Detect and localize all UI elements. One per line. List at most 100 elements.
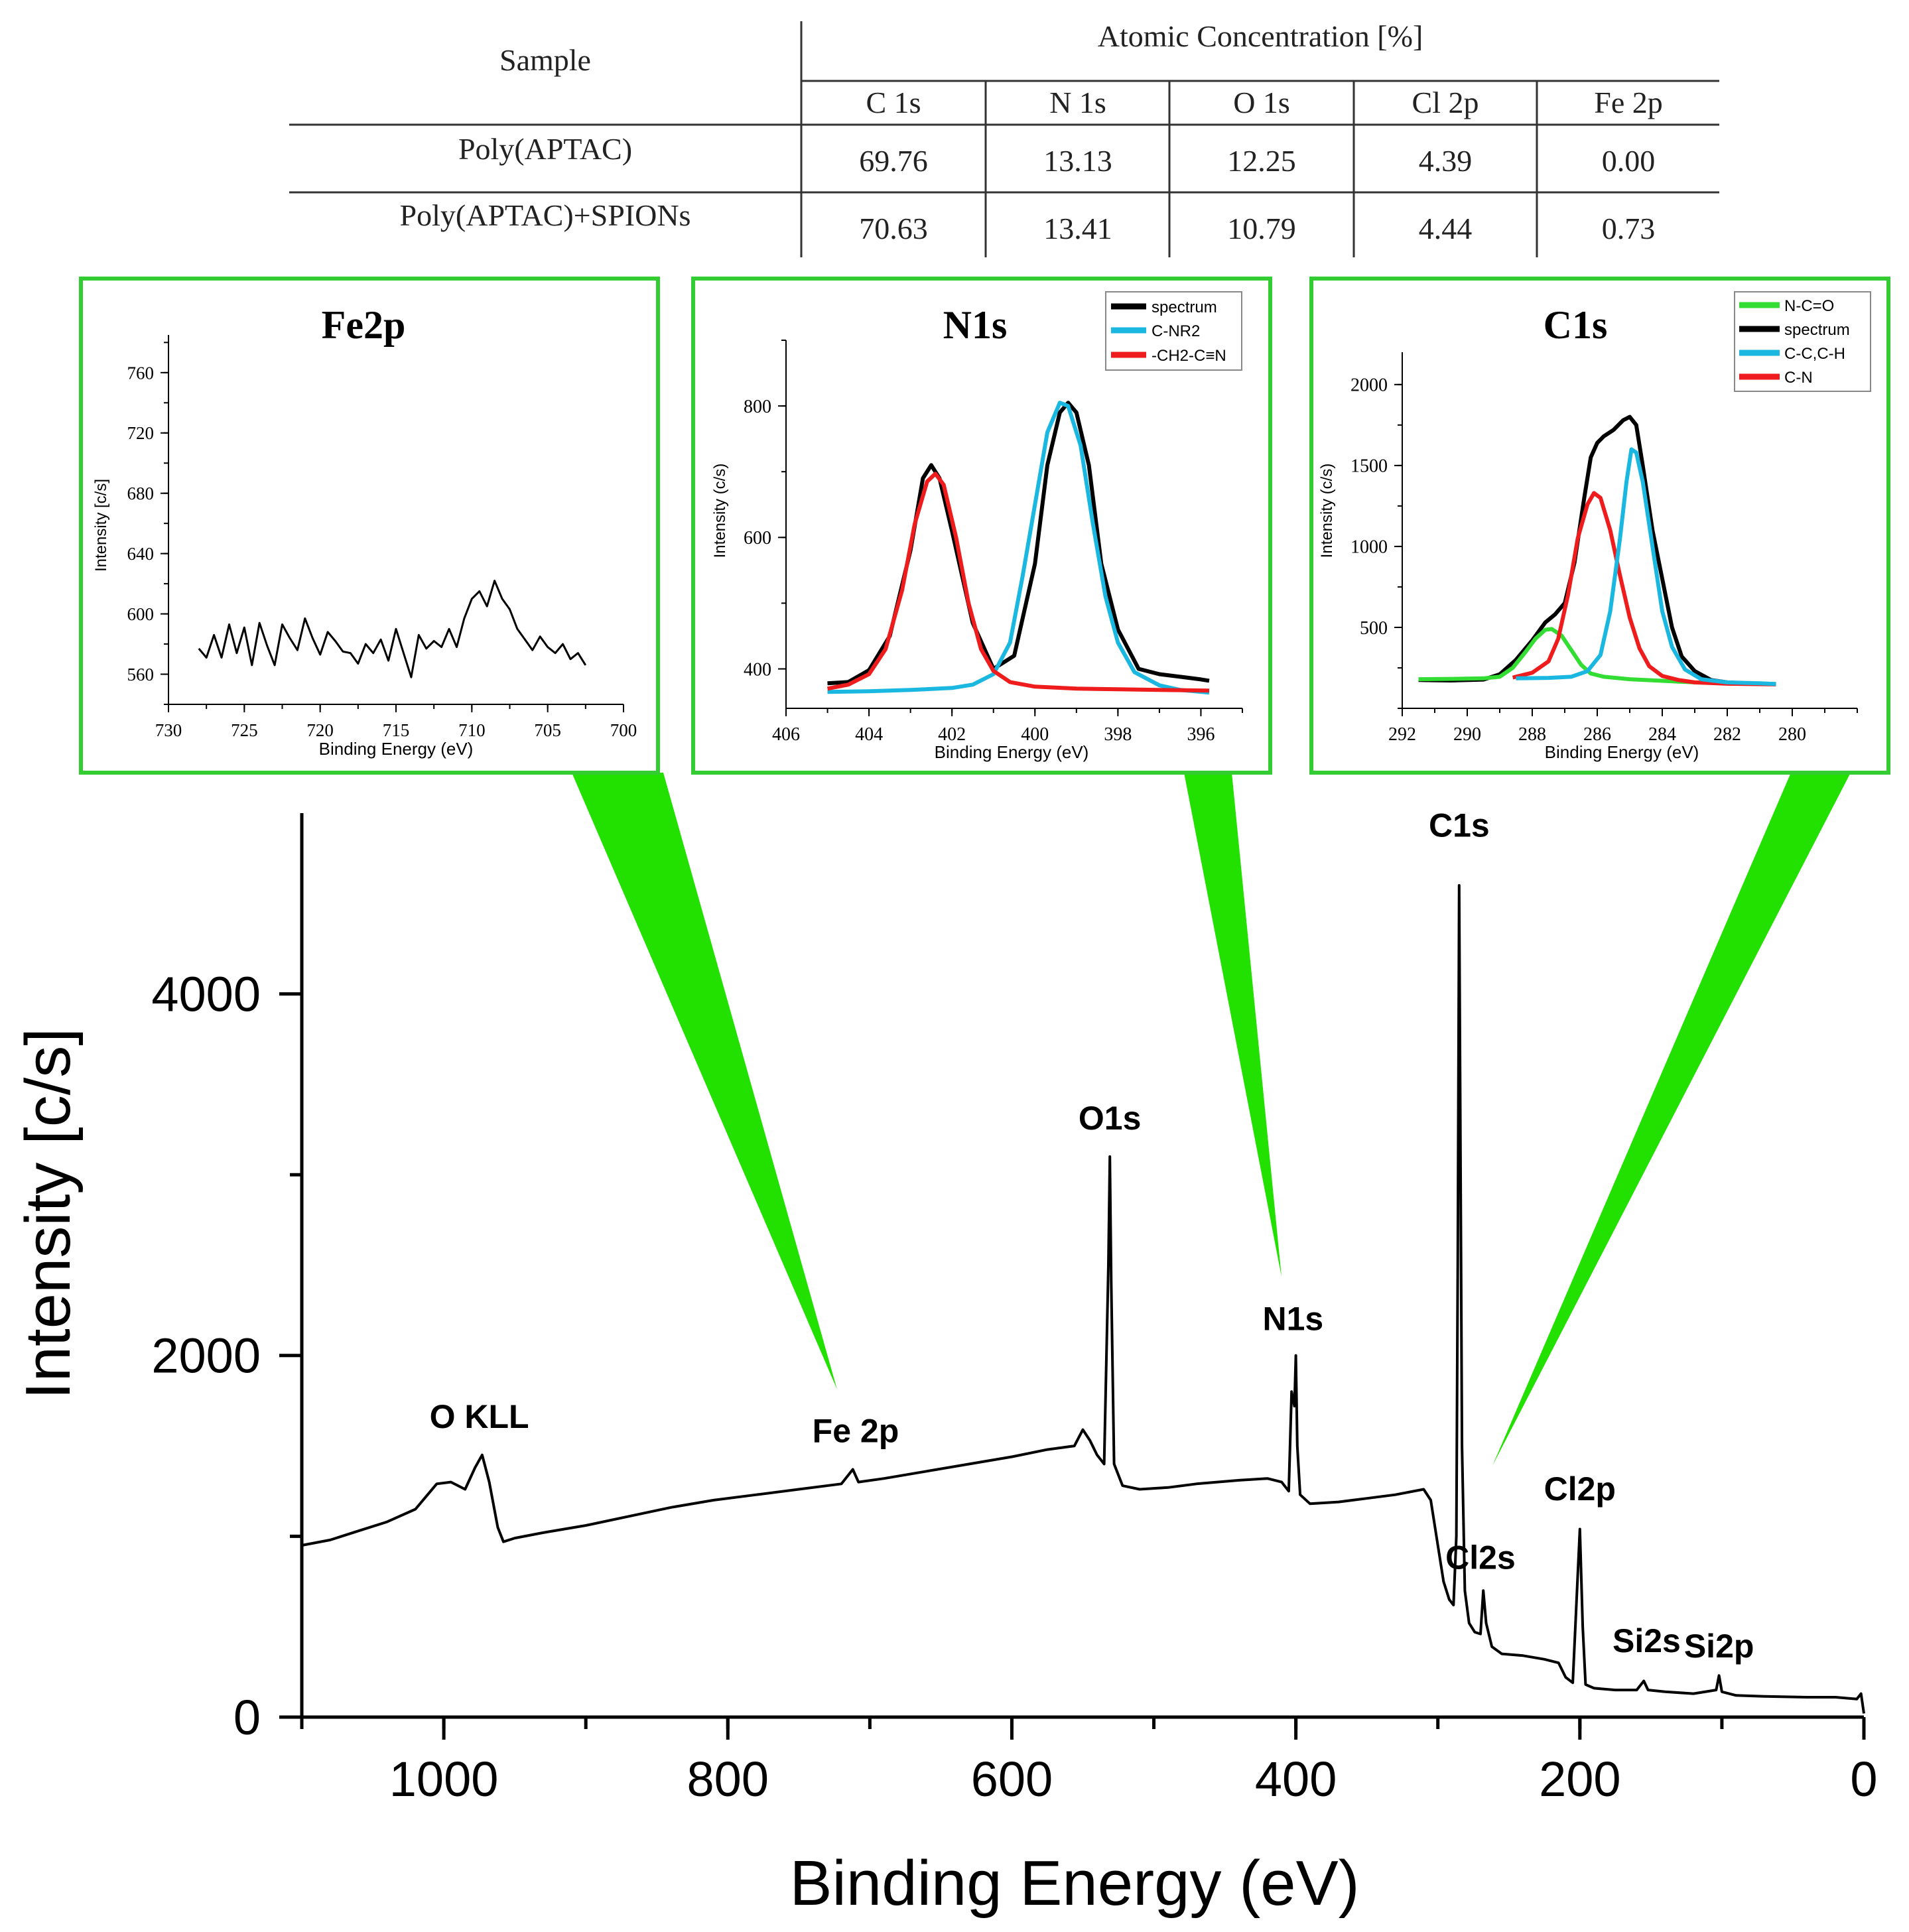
x-tick-label: 400 bbox=[1021, 724, 1049, 745]
axes: 730 725 720 715 710 705 700 560 600 640 680 720 760 bbox=[127, 335, 637, 740]
peak-annotation: Si2s bbox=[1613, 1622, 1681, 1659]
table-cell: 13.41 bbox=[1043, 212, 1112, 245]
peak-annotation: Si2p bbox=[1684, 1628, 1754, 1665]
legend: N-C=O spectrum C-C,C-H C-N bbox=[1734, 291, 1871, 392]
peak-annotation: O KLL bbox=[430, 1398, 529, 1435]
y-tick-label: 600 bbox=[127, 604, 155, 624]
table-row-sample: Poly(APTAC)+SPIONs bbox=[400, 198, 691, 232]
y-tick-label: 560 bbox=[127, 665, 155, 684]
series-layer bbox=[826, 401, 1210, 695]
series-layer bbox=[198, 580, 587, 678]
atomic-concentration-table: Sample Atomic Concentration [%] C 1s N 1… bbox=[289, 19, 1719, 257]
x-tick-label: 710 bbox=[458, 720, 486, 740]
chart-c1s: C1s Intensity (c/s) Binding Energy (eV) … bbox=[1318, 291, 1871, 762]
table-cell: 13.13 bbox=[1043, 144, 1112, 178]
table-column-header: N 1s bbox=[1049, 86, 1106, 119]
x-tick-label: 280 bbox=[1778, 724, 1806, 745]
y-tick-label: 2000 bbox=[1350, 375, 1388, 396]
x-axis-label: Binding Energy (eV) bbox=[789, 1848, 1359, 1919]
series-spectrum bbox=[301, 884, 1865, 1714]
x-tick-label: 288 bbox=[1518, 724, 1546, 745]
series-spectrum bbox=[198, 580, 587, 678]
peak-annotation: Cl2p bbox=[1544, 1470, 1616, 1508]
legend-label: -CH2-C≡N bbox=[1152, 347, 1226, 365]
table-cell: 0.73 bbox=[1602, 212, 1656, 245]
x-axis-label: Binding Energy (eV) bbox=[1545, 742, 1699, 762]
chart-fe2p: Fe2p Intensity [c/s] Binding Energy (eV)… bbox=[92, 303, 637, 759]
legend: spectrum C-NR2 -CH2-C≡N bbox=[1105, 291, 1242, 371]
y-tick-label: 800 bbox=[744, 397, 771, 417]
x-tick-label: 700 bbox=[610, 720, 637, 740]
series-ch2-c-n bbox=[826, 472, 1210, 693]
x-tick-label: 200 bbox=[1539, 1752, 1620, 1807]
x-tick-label: 404 bbox=[855, 724, 883, 745]
callouts bbox=[572, 773, 1851, 1466]
x-tick-label: 290 bbox=[1453, 724, 1481, 745]
table-row-sample: Poly(APTAC) bbox=[458, 132, 632, 166]
y-tick-label: 680 bbox=[127, 483, 155, 503]
table-cell: 12.25 bbox=[1227, 144, 1296, 178]
x-tick-label: 725 bbox=[231, 720, 258, 740]
legend-label: C-NR2 bbox=[1152, 322, 1200, 340]
table-cell: 69.76 bbox=[859, 144, 928, 178]
table-column-header: C 1s bbox=[866, 86, 921, 119]
chart-n1s: N1s Intensity (c/s) Binding Energy (eV) … bbox=[711, 291, 1243, 762]
table-column-header: Fe 2p bbox=[1594, 86, 1663, 119]
peak-annotation: C1s bbox=[1429, 806, 1490, 844]
legend-label: N-C=O bbox=[1784, 297, 1834, 315]
x-tick-label: 1000 bbox=[389, 1752, 499, 1807]
y-tick-label: 2000 bbox=[151, 1328, 261, 1384]
y-tick-label: 640 bbox=[127, 544, 155, 564]
table-column-header: O 1s bbox=[1233, 86, 1290, 119]
chart-title: Fe2p bbox=[322, 303, 406, 347]
x-tick-label: 705 bbox=[534, 720, 561, 740]
annotations: O KLL Fe 2p O1s N1s C1s Cl2p Cl2s Si2s Si2p bbox=[430, 806, 1754, 1665]
series-c-n bbox=[1512, 491, 1776, 686]
inset-frame-fe2p bbox=[79, 277, 660, 775]
legend-label: C-N bbox=[1784, 369, 1813, 387]
axes: 292 290 288 286 284 282 280 500 1000 1500 2000 bbox=[1350, 352, 1858, 745]
x-tick-label: 396 bbox=[1187, 724, 1215, 745]
callout-n1s bbox=[1184, 773, 1282, 1277]
x-tick-label: 730 bbox=[155, 720, 182, 740]
table-sample-header: Sample bbox=[499, 43, 591, 77]
x-axis-label: Binding Energy (eV) bbox=[319, 739, 474, 759]
y-tick-label: 400 bbox=[744, 659, 771, 680]
series-spectrum bbox=[1418, 415, 1776, 686]
callout-fe2p bbox=[572, 773, 837, 1389]
y-tick-label: 1000 bbox=[1350, 537, 1388, 558]
x-tick-label: 715 bbox=[383, 720, 410, 740]
chart-title: N1s bbox=[943, 303, 1008, 347]
table-cell: 0.00 bbox=[1602, 144, 1656, 178]
legend-label: spectrum bbox=[1784, 321, 1850, 339]
table-cell: 70.63 bbox=[859, 212, 928, 245]
y-tick-label: 760 bbox=[127, 363, 155, 383]
table-column-header: Cl 2p bbox=[1412, 86, 1479, 119]
y-tick-label: 720 bbox=[127, 423, 155, 443]
y-axis-label: Intensity (c/s) bbox=[711, 464, 729, 558]
table-cell: 4.44 bbox=[1419, 212, 1473, 245]
callout-c1s bbox=[1492, 773, 1851, 1466]
x-tick-label: 400 bbox=[1255, 1752, 1337, 1807]
table-cell: 10.79 bbox=[1227, 212, 1296, 245]
chart-title: C1s bbox=[1544, 303, 1608, 347]
y-axis-label: Intensity [c/s] bbox=[13, 1028, 84, 1399]
y-axis-label: Intensity [c/s] bbox=[92, 479, 110, 572]
x-tick-label: 0 bbox=[1850, 1752, 1877, 1807]
legend-label: spectrum bbox=[1152, 298, 1217, 316]
table-cell: 4.39 bbox=[1419, 144, 1473, 178]
x-tick-label: 398 bbox=[1104, 724, 1132, 745]
x-tick-label: 800 bbox=[687, 1752, 769, 1807]
x-tick-label: 406 bbox=[772, 724, 800, 745]
x-tick-label: 720 bbox=[306, 720, 334, 740]
axes: 406 404 402 400 398 396 400 600 800 bbox=[744, 340, 1243, 745]
chart-survey: Intensity [c/s] Binding Energy (eV) 1000… bbox=[13, 806, 1878, 1919]
x-tick-label: 292 bbox=[1388, 724, 1416, 745]
x-axis-label: Binding Energy (eV) bbox=[935, 742, 1089, 762]
x-tick-label: 600 bbox=[971, 1752, 1053, 1807]
x-tick-label: 282 bbox=[1713, 724, 1741, 745]
series-layer bbox=[1418, 415, 1776, 686]
legend-label: C-C,C-H bbox=[1784, 345, 1845, 363]
